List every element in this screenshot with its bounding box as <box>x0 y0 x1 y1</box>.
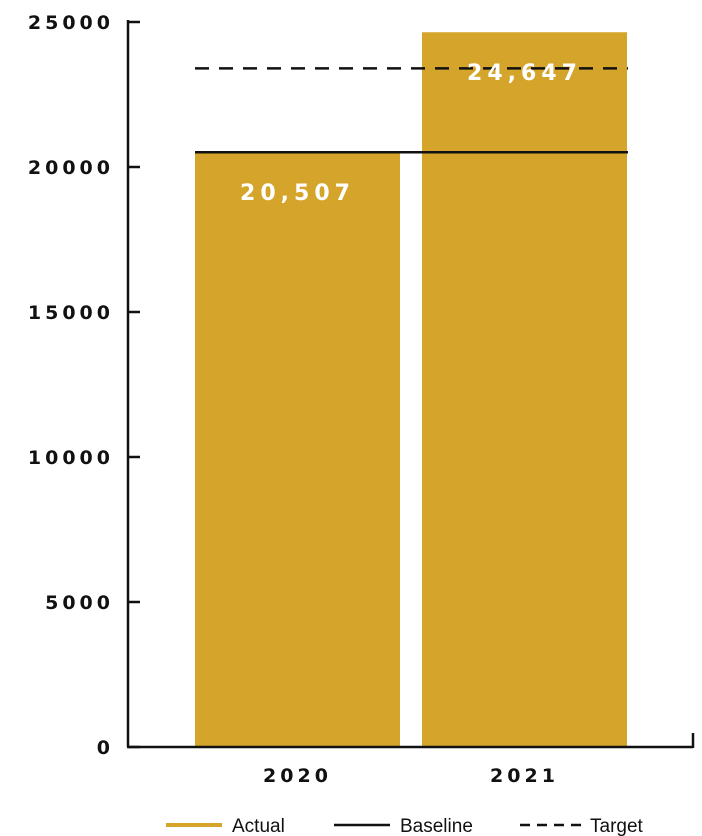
y-tick-label-0: 0 <box>97 737 114 759</box>
data-labels-group: 20,507 24,647 <box>240 61 582 206</box>
legend-target-label: Target <box>590 816 644 836</box>
y-tick-label-20000: 20000 <box>28 157 114 179</box>
y-tick-label-10000: 10000 <box>28 447 114 469</box>
legend-actual-label: Actual <box>232 816 285 836</box>
reference-lines-group <box>195 67 628 154</box>
y-tick-label-15000: 15000 <box>28 302 114 324</box>
bar-2021 <box>422 32 627 747</box>
x-ticks-group: 2020 2021 <box>263 765 559 787</box>
axes-group <box>126 20 695 749</box>
y-ticks-group: 0 5000 10000 15000 20000 25000 <box>28 12 140 759</box>
x-tick-label-2020: 2020 <box>263 765 332 787</box>
legend: Actual Baseline Target <box>166 816 644 836</box>
x-tick-label-2021: 2021 <box>490 765 559 787</box>
data-label-2020: 20,507 <box>240 181 355 206</box>
data-label-2021: 24,647 <box>467 61 582 86</box>
bars-group <box>195 32 627 747</box>
y-tick-label-5000: 5000 <box>45 592 114 614</box>
bar-2020 <box>195 152 400 747</box>
y-tick-label-25000: 25000 <box>28 12 114 34</box>
legend-baseline-label: Baseline <box>400 816 473 836</box>
